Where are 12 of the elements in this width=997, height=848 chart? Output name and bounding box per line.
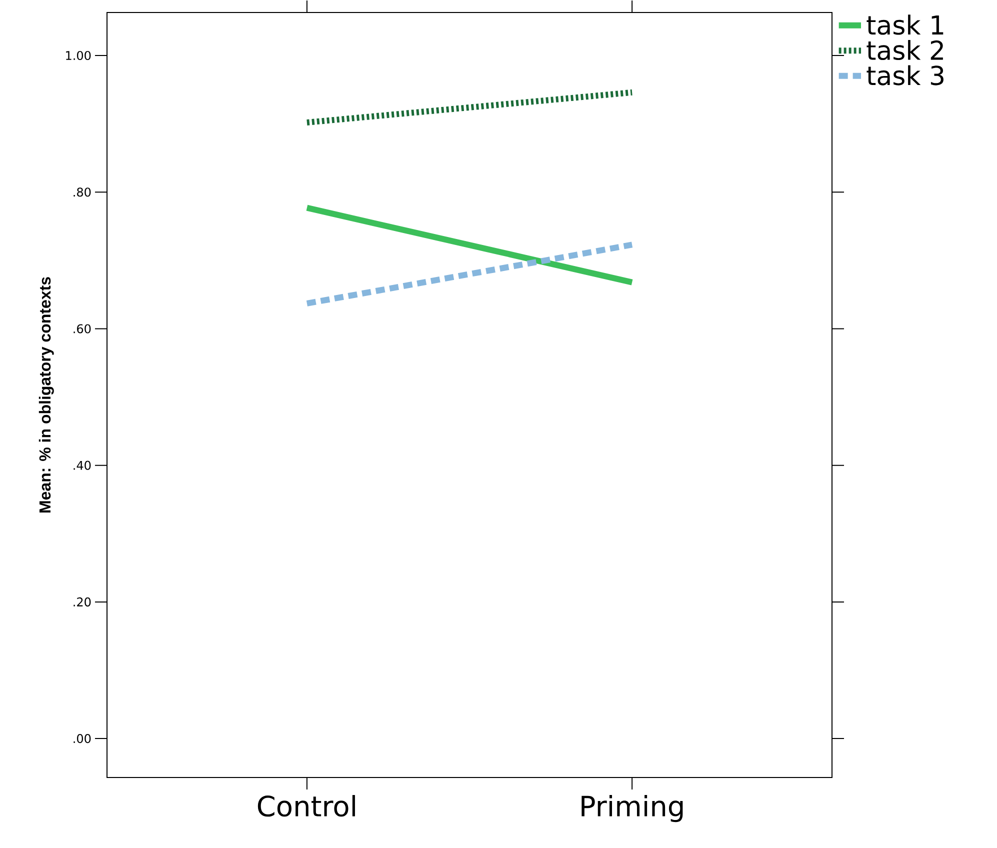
y-tick-label: .60 [74, 324, 91, 334]
y-tick-label: 1.00 [66, 50, 91, 60]
x-tick-label: Priming [582, 794, 683, 822]
y-tick-label: .80 [74, 187, 91, 196]
legend-label: task 3 [866, 64, 944, 86]
y-tick-label: .20 [74, 597, 91, 606]
x-tick-label: Control [258, 794, 355, 816]
legend-label: task 1 [866, 14, 944, 35]
y-tick-label: .00 [74, 734, 91, 743]
legend-label: task 2 [866, 40, 943, 60]
y-tick-label: .40 [74, 460, 91, 470]
y-axis-title: Mean: % in obligatory contexts [38, 276, 54, 512]
